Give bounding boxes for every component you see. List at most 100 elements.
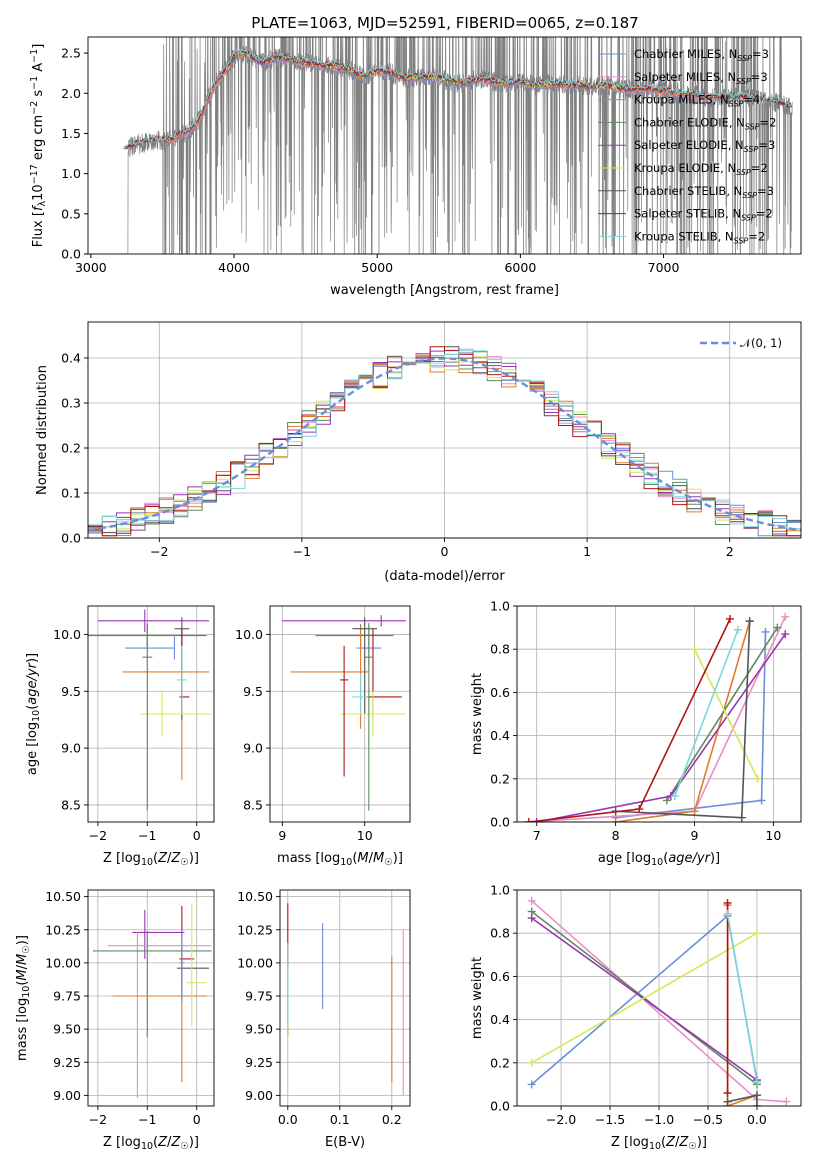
weight-marker	[723, 898, 732, 907]
x-axis-label: (data-model)/error	[384, 569, 505, 584]
y-tick-label: 0.4	[490, 728, 510, 743]
weight-marker	[723, 1089, 732, 1098]
x-axis-label: mass [log10(M/M☉)]	[277, 851, 403, 868]
y-tick-label: 2.0	[61, 86, 81, 101]
y-tick-label: 9.25	[53, 1055, 81, 1070]
panel-residuals: −2 −1 0 1 2 0.0 0.1 0.2 0.3 0.4 (data-model)/error…	[35, 321, 802, 584]
x-tick-label: 4000	[218, 260, 250, 275]
y-tick-label: 0.6	[490, 969, 510, 984]
weight-marker	[781, 630, 790, 639]
y-tick-label: 9.5	[243, 684, 263, 699]
x-tick-label: −2	[89, 828, 107, 843]
axes-frame	[279, 889, 411, 1107]
axes-frame	[87, 36, 802, 255]
plot-area	[287, 903, 404, 1096]
y-tick-label: 8.5	[61, 797, 81, 812]
weight-marker	[611, 818, 620, 822]
y-tick-label: 0.2	[490, 1055, 510, 1070]
y-tick-label: 0.0	[61, 531, 81, 546]
weight-marker	[635, 805, 644, 814]
y-tick-label: 9.50	[245, 1022, 273, 1037]
histogram-salpeter-stelib	[88, 346, 801, 537]
x-axis-label: wavelength [Angstrom, rest frame]	[330, 283, 559, 298]
panel-mass-weight-vs-metallicity: −2.0 −1.5 −1.0 −0.5 0.0 0.0 0.2 0.4 0.6 0.8 1.0 Z […	[470, 883, 802, 1152]
weight-line-chabrier-elodie	[666, 627, 778, 801]
y-tick-label: 0.0	[61, 247, 81, 262]
figure-title: PLATE=1063, MJD=52591, FIBERID=0065, z=0…	[251, 14, 638, 32]
weight-line-salpeter-elodie	[531, 917, 758, 1081]
legend-entry: Chabrier ELODIE, NSSP=2	[634, 115, 776, 131]
y-tick-label: 1.0	[490, 883, 510, 898]
weight-marker	[662, 796, 671, 805]
weight-marker	[757, 796, 766, 805]
legend: Chabrier MILES, NSSP=3 Salpeter MILES, NS…	[598, 47, 776, 245]
x-tick-label: −2	[89, 1112, 107, 1127]
model-line-chabrier-elodie	[219, 51, 635, 93]
axes-frame	[269, 605, 411, 823]
x-tick-label: −0.5	[693, 1112, 723, 1127]
x-tick-label: 10	[765, 828, 781, 843]
histogram-chabrier-stelib	[88, 346, 801, 537]
legend-entry: Kroupa STELIB, NSSP=2	[634, 229, 765, 245]
x-tick-label: 0	[193, 1112, 201, 1127]
x-axis-label: E(B-V)	[325, 1135, 365, 1150]
axes-frame	[87, 321, 802, 539]
x-tick-label: 7	[533, 828, 541, 843]
x-tick-label: 0.1	[330, 1112, 350, 1127]
weight-marker	[761, 627, 770, 636]
weight-marker	[745, 617, 754, 626]
plot-area	[92, 903, 212, 1099]
panel-mass-weight-vs-age: 7 8 9 10 0.0 0.2 0.4 0.6 0.8 1.0 age [log10(age/yr…	[470, 599, 802, 868]
x-axis-label: age [log10(age/yr)]	[598, 851, 720, 868]
y-tick-label: 9.5	[61, 684, 81, 699]
weight-marker	[733, 625, 742, 634]
x-tick-label: −1	[138, 1112, 156, 1127]
x-tick-label: 1	[583, 544, 591, 559]
y-tick-label: 10.50	[45, 889, 81, 904]
y-tick-label: 0.5	[61, 206, 81, 221]
y-tick-label: 9.00	[53, 1088, 81, 1103]
x-axis-label: Z [log10(Z/Z☉)]	[103, 851, 199, 868]
x-tick-label: −1	[138, 828, 156, 843]
x-tick-label: 7000	[648, 260, 680, 275]
legend-entry: Chabrier MILES, NSSP=3	[634, 47, 769, 63]
x-tick-label: 0.0	[278, 1112, 298, 1127]
model-line-kroupa-stelib	[123, 47, 792, 149]
panel-mass-vs-extinction: 0.0 0.1 0.2 9.00 9.25 9.50 9.75 10.00 10.25 10.50…	[237, 889, 411, 1150]
weight-marker	[723, 909, 732, 918]
weight-marker	[527, 1080, 536, 1089]
x-tick-label: −1	[293, 544, 311, 559]
x-tick-label: −2	[150, 544, 168, 559]
x-axis-label: Z [log10(Z/Z☉)]	[103, 1135, 199, 1152]
y-tick-label: 2.5	[61, 46, 81, 61]
x-tick-label: −1.0	[644, 1112, 674, 1127]
x-tick-label: 6000	[504, 260, 536, 275]
weight-marker	[752, 1091, 761, 1100]
weight-marker	[527, 914, 536, 923]
y-tick-label: 9.25	[245, 1055, 273, 1070]
weight-marker	[752, 1078, 761, 1087]
weight-marker	[527, 1058, 536, 1067]
plot-area	[88, 609, 212, 811]
axes-frame	[516, 889, 802, 1107]
weight-marker	[782, 1097, 791, 1106]
weight-marker	[737, 813, 746, 822]
y-tick-label: 9.75	[245, 989, 273, 1004]
axes-frame	[87, 605, 215, 823]
y-tick-label: 9.00	[245, 1088, 273, 1103]
legend-entry: Salpeter MILES, NSSP=3	[634, 70, 768, 86]
y-tick-label: 10.00	[237, 955, 273, 970]
legend-entry: Salpeter STELIB, NSSP=2	[634, 207, 773, 223]
y-tick-label: 0.0	[490, 1099, 510, 1114]
normal-distribution-curve	[88, 357, 801, 532]
legend-entry: 𝒩(0, 1)	[740, 336, 782, 350]
x-tick-label: −2.0	[546, 1112, 576, 1127]
plot-area	[527, 896, 791, 1106]
y-tick-label: 9.75	[53, 989, 81, 1004]
x-tick-label: 10	[357, 828, 373, 843]
y-tick-label: 1.0	[490, 599, 510, 614]
y-tick-label: 10.25	[237, 922, 273, 937]
histogram-kroupa-elodie	[88, 356, 801, 537]
y-tick-label: 8.5	[243, 797, 263, 812]
